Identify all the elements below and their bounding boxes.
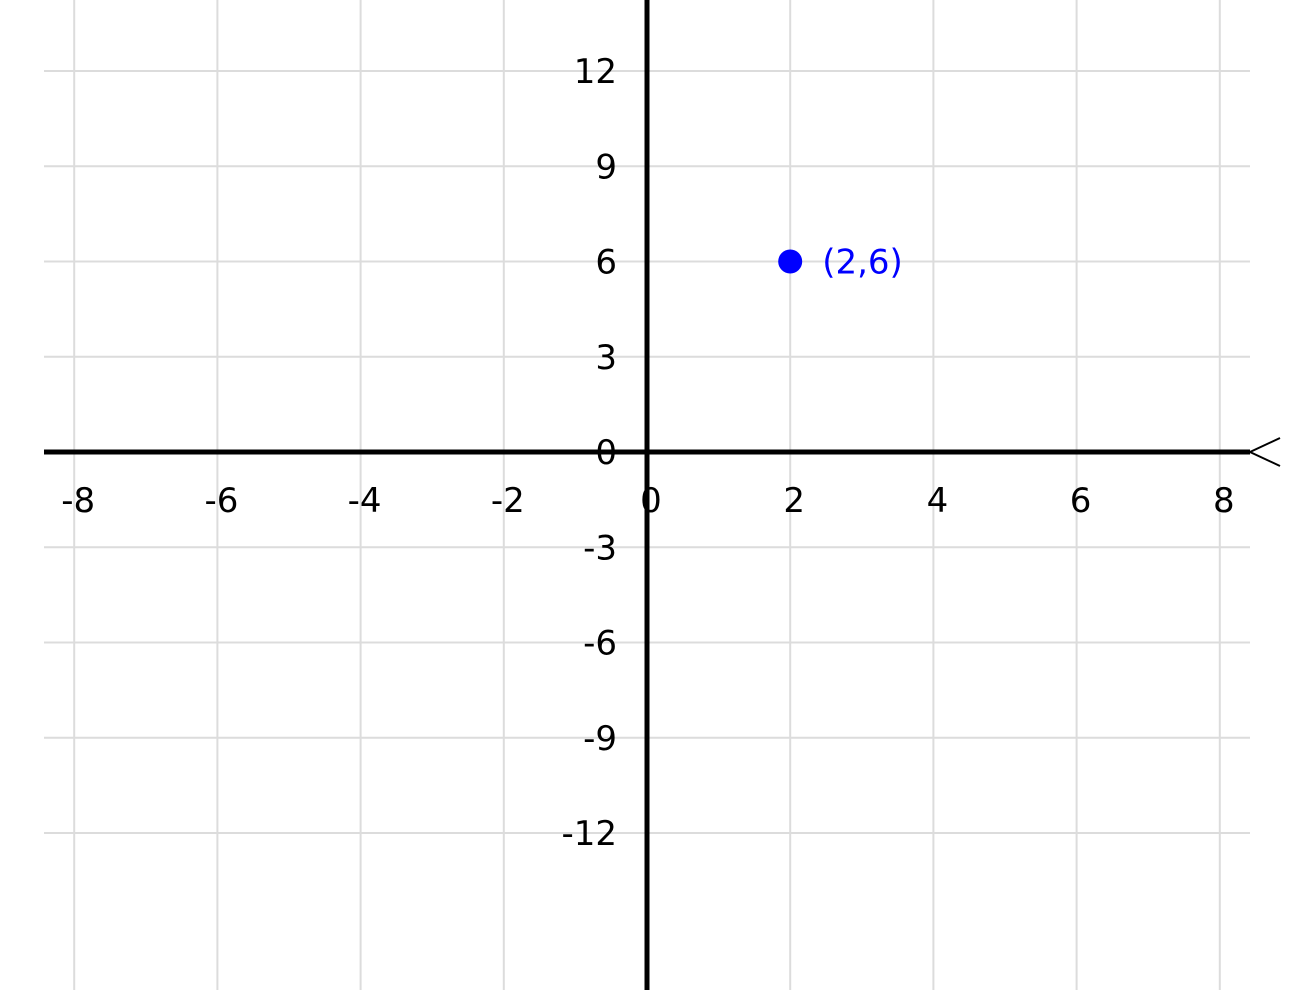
x-tick-label: 0	[640, 481, 662, 521]
y-tick-label: 9	[595, 147, 617, 187]
x-tick-label: 2	[783, 481, 805, 521]
x-tick-label: -4	[348, 481, 382, 521]
x-tick-label: -8	[61, 481, 95, 521]
y-tick-label: 6	[595, 243, 617, 283]
y-tick-label: -9	[583, 719, 617, 759]
y-tick-label: 0	[595, 433, 617, 473]
y-tick-label: -6	[583, 624, 617, 664]
x-tick-label: -6	[204, 481, 238, 521]
tick-labels: -8 -6 -4 -2 0 2 4 6 8 12 9 6 3 0 -3 -6 -9 -12	[61, 52, 1234, 854]
x-tick-label: -2	[491, 481, 525, 521]
x-tick-label: 4	[927, 481, 949, 521]
y-tick-label: 3	[595, 338, 617, 378]
x-tick-label: 8	[1213, 481, 1235, 521]
y-tick-label: -3	[583, 528, 617, 568]
y-tick-label: -12	[561, 814, 617, 854]
axes	[44, 0, 1281, 990]
data-point	[778, 249, 803, 274]
y-tick-label: 12	[574, 52, 617, 92]
data-point-label: (2,6)	[822, 243, 903, 283]
data-points: (2,6)	[778, 243, 903, 283]
x-tick-label: 6	[1070, 481, 1092, 521]
x-axis-arrow-icon	[1247, 437, 1281, 467]
